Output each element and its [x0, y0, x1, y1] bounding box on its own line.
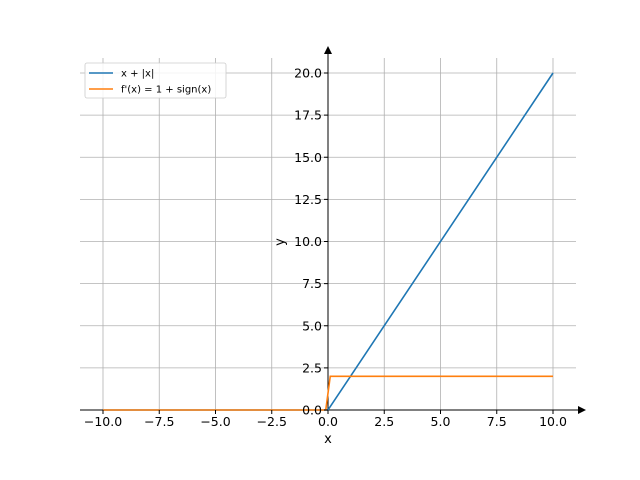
- y-tick-label: 2.5: [302, 360, 322, 375]
- y-ticks: 0.0 2.5 5.0 7.5 10.0 12.5 15.0 17.5 20.0: [294, 66, 328, 418]
- x-tick-label: −2.5: [257, 414, 287, 429]
- x-tick-label: −10.0: [84, 414, 122, 429]
- legend-label-1: x + |x|: [121, 69, 154, 80]
- y-tick-label: 15.0: [294, 150, 322, 165]
- y-axis-arrow: [324, 46, 332, 54]
- x-tick-label: −5.0: [200, 414, 230, 429]
- series-line-2: [103, 375, 553, 411]
- y-tick-label: 0.0: [302, 403, 322, 418]
- x-ticks: −10.0 −7.5 −5.0 −2.5 0.0 2.5 5.0 7.5 10.0: [84, 410, 567, 429]
- y-tick-label: 10.0: [294, 234, 322, 249]
- x-tick-label: 10.0: [539, 414, 567, 429]
- y-tick-label: 20.0: [294, 66, 322, 81]
- legend-label-2: f'(x) = 1 + sign(x): [121, 85, 211, 96]
- x-axis-arrow: [578, 406, 586, 414]
- legend-box: [84, 62, 227, 99]
- x-axis-label: x: [324, 432, 332, 447]
- y-tick-label: 12.5: [294, 192, 322, 207]
- x-tick-label: 7.5: [487, 414, 507, 429]
- x-tick-label: −7.5: [144, 414, 174, 429]
- axes: [80, 46, 586, 414]
- y-tick-label: 5.0: [302, 318, 322, 333]
- x-tick-label: 5.0: [431, 414, 451, 429]
- x-tick-label: 0.0: [318, 414, 338, 429]
- y-axis-label: y: [273, 238, 288, 246]
- y-tick-label: 17.5: [294, 108, 322, 123]
- legend: x + |x| f'(x) = 1 + sign(x): [84, 62, 227, 99]
- x-tick-label: 2.5: [374, 414, 394, 429]
- y-tick-label: 7.5: [302, 276, 322, 291]
